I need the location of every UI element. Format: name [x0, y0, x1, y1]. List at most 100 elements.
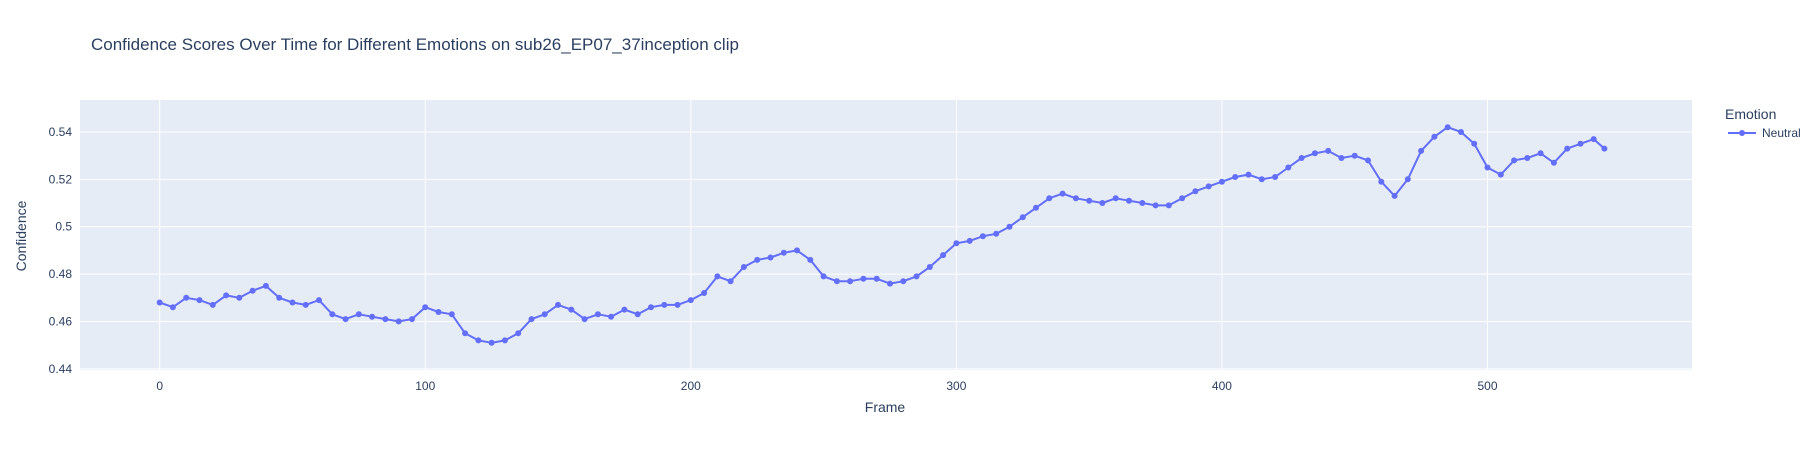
- data-point[interactable]: [634, 311, 641, 318]
- data-point[interactable]: [169, 304, 176, 311]
- data-point[interactable]: [462, 330, 469, 337]
- data-point[interactable]: [1351, 152, 1358, 159]
- data-point[interactable]: [1431, 133, 1438, 140]
- data-point[interactable]: [475, 337, 482, 344]
- data-point[interactable]: [422, 304, 429, 311]
- data-point[interactable]: [594, 311, 601, 318]
- data-point[interactable]: [568, 306, 575, 313]
- data-point[interactable]: [740, 264, 747, 270]
- data-point[interactable]: [1418, 147, 1425, 154]
- data-point[interactable]: [1524, 155, 1531, 161]
- data-point[interactable]: [833, 278, 840, 285]
- data-point[interactable]: [621, 306, 628, 313]
- data-point[interactable]: [1112, 195, 1119, 202]
- data-point[interactable]: [1365, 157, 1371, 164]
- data-point[interactable]: [1152, 202, 1159, 209]
- data-point[interactable]: [767, 254, 774, 261]
- data-point[interactable]: [1205, 183, 1212, 190]
- data-point[interactable]: [1601, 145, 1608, 152]
- data-point[interactable]: [887, 280, 893, 287]
- data-point[interactable]: [1099, 200, 1106, 206]
- data-point[interactable]: [316, 297, 322, 304]
- data-point[interactable]: [1072, 195, 1079, 202]
- data-point[interactable]: [355, 311, 362, 318]
- data-point[interactable]: [302, 301, 309, 308]
- data-point[interactable]: [1006, 223, 1013, 230]
- data-point[interactable]: [369, 313, 376, 320]
- data-point[interactable]: [953, 240, 960, 247]
- data-point[interactable]: [701, 290, 708, 296]
- data-point[interactable]: [1378, 178, 1385, 185]
- data-point[interactable]: [448, 311, 455, 318]
- data-point[interactable]: [1444, 124, 1451, 131]
- data-point[interactable]: [820, 273, 827, 280]
- data-point[interactable]: [262, 282, 269, 289]
- data-point[interactable]: [966, 237, 973, 244]
- data-point[interactable]: [1218, 178, 1225, 185]
- data-point[interactable]: [1258, 176, 1265, 183]
- data-point[interactable]: [289, 299, 296, 306]
- data-point[interactable]: [1298, 155, 1305, 161]
- data-point[interactable]: [1484, 164, 1491, 171]
- data-point[interactable]: [1511, 157, 1518, 164]
- data-point[interactable]: [1497, 171, 1504, 178]
- data-point[interactable]: [1033, 204, 1039, 211]
- data-point[interactable]: [1471, 140, 1478, 147]
- data-point[interactable]: [648, 304, 654, 311]
- data-point[interactable]: [1232, 174, 1239, 180]
- legend-item-neutral[interactable]: Neutral: [1728, 126, 1801, 140]
- data-point[interactable]: [1590, 136, 1597, 143]
- data-point[interactable]: [900, 278, 907, 285]
- data-point[interactable]: [847, 278, 854, 285]
- data-point[interactable]: [1059, 190, 1066, 197]
- data-point[interactable]: [714, 273, 721, 280]
- data-point[interactable]: [754, 256, 761, 263]
- data-point[interactable]: [249, 287, 256, 294]
- data-point[interactable]: [1086, 197, 1093, 204]
- data-point[interactable]: [196, 297, 203, 304]
- data-point[interactable]: [223, 292, 230, 299]
- data-point[interactable]: [1046, 195, 1053, 202]
- data-point[interactable]: [329, 311, 336, 318]
- data-point[interactable]: [409, 316, 415, 323]
- data-point[interactable]: [1458, 129, 1464, 135]
- data-point[interactable]: [528, 316, 535, 323]
- data-point[interactable]: [1577, 140, 1584, 147]
- data-point[interactable]: [435, 309, 442, 315]
- data-point[interactable]: [236, 294, 243, 301]
- data-point[interactable]: [209, 301, 216, 308]
- data-point[interactable]: [1311, 150, 1318, 157]
- data-point[interactable]: [1179, 195, 1186, 202]
- data-point[interactable]: [342, 316, 349, 323]
- data-point[interactable]: [276, 294, 283, 301]
- data-point[interactable]: [780, 249, 787, 256]
- data-point[interactable]: [926, 264, 933, 270]
- data-point[interactable]: [1338, 155, 1345, 161]
- data-point[interactable]: [395, 318, 402, 325]
- data-point[interactable]: [873, 275, 880, 282]
- data-point[interactable]: [979, 233, 986, 240]
- data-point[interactable]: [674, 301, 681, 308]
- data-point[interactable]: [913, 273, 920, 280]
- data-point[interactable]: [581, 316, 588, 323]
- data-point[interactable]: [488, 339, 495, 346]
- data-point[interactable]: [1192, 188, 1199, 195]
- data-point[interactable]: [1391, 192, 1398, 199]
- data-point[interactable]: [1564, 145, 1571, 152]
- data-point[interactable]: [940, 252, 947, 259]
- data-point[interactable]: [1325, 147, 1332, 154]
- data-point[interactable]: [1019, 214, 1026, 221]
- data-point[interactable]: [1139, 200, 1146, 206]
- data-point[interactable]: [1126, 197, 1132, 204]
- data-point[interactable]: [1537, 150, 1544, 157]
- data-point[interactable]: [501, 337, 508, 344]
- data-point[interactable]: [687, 297, 694, 304]
- data-point[interactable]: [727, 278, 734, 285]
- data-point[interactable]: [555, 301, 561, 308]
- data-point[interactable]: [541, 311, 548, 318]
- data-point[interactable]: [515, 330, 522, 337]
- data-point[interactable]: [156, 299, 163, 306]
- data-point[interactable]: [382, 316, 389, 323]
- data-point[interactable]: [1165, 202, 1172, 209]
- data-point[interactable]: [1404, 176, 1411, 183]
